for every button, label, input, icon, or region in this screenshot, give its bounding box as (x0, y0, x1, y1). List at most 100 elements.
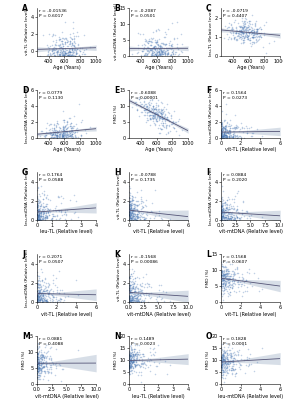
Point (128, 207, 133, 214)
Point (82, 32, 86, 38)
Point (130, 193, 135, 200)
Point (127, 203, 132, 210)
Point (38, 297, 42, 303)
Point (136, 289, 140, 296)
Point (50, 31, 55, 37)
Point (128, 192, 132, 199)
Point (127, 194, 131, 200)
Point (145, 116, 150, 123)
Point (82, 46, 87, 53)
Point (135, 292, 139, 298)
Point (35, 198, 40, 204)
Point (35, 201, 39, 208)
Point (229, 354, 233, 361)
Point (128, 278, 132, 284)
Point (55, 48, 59, 54)
Point (42, 364, 47, 370)
Point (223, 134, 228, 141)
Point (219, 130, 224, 136)
Point (144, 362, 149, 368)
Point (40, 206, 45, 212)
Point (61, 297, 66, 303)
Point (60, 49, 65, 55)
Point (155, 111, 160, 117)
Point (39, 277, 44, 284)
Point (226, 276, 231, 282)
Point (219, 132, 224, 138)
Point (44, 192, 49, 198)
Point (35, 344, 40, 350)
Y-axis label: FMD (%): FMD (%) (22, 351, 26, 369)
Point (130, 270, 135, 276)
Point (37, 358, 41, 364)
Point (59, 134, 64, 140)
Point (146, 292, 151, 298)
Point (75, 129, 80, 136)
Point (232, 278, 237, 285)
Point (151, 108, 155, 115)
Point (138, 351, 142, 358)
Point (245, 34, 249, 40)
Point (240, 292, 244, 299)
Point (139, 293, 143, 300)
Point (67, 48, 72, 54)
Point (223, 132, 227, 138)
Point (41, 355, 46, 362)
Text: r = -0.1568
P = 0.00086: r = -0.1568 P = 0.00086 (131, 255, 158, 264)
Point (168, 43, 173, 50)
Point (155, 40, 159, 47)
Point (221, 374, 226, 381)
Point (35, 204, 40, 210)
Point (261, 29, 266, 36)
Point (127, 286, 132, 293)
Point (222, 130, 227, 137)
Point (225, 207, 229, 214)
Point (66, 43, 70, 50)
Point (224, 280, 228, 286)
Point (241, 31, 246, 37)
Point (232, 271, 237, 278)
Point (224, 270, 228, 276)
Point (127, 298, 131, 305)
Point (129, 296, 133, 302)
Point (220, 214, 224, 220)
Point (146, 98, 151, 105)
Point (229, 352, 233, 358)
Point (35, 360, 40, 367)
Point (155, 110, 160, 117)
Point (127, 353, 132, 360)
Point (145, 109, 150, 115)
Point (35, 214, 40, 220)
Point (241, 29, 245, 35)
Point (40, 299, 44, 305)
Point (37, 356, 41, 362)
Point (161, 114, 166, 121)
Point (225, 128, 230, 135)
Point (35, 212, 40, 218)
Point (62, 130, 66, 136)
Point (251, 34, 255, 40)
Point (127, 358, 131, 364)
Point (63, 128, 68, 135)
Point (131, 299, 136, 305)
Point (237, 215, 242, 222)
Point (51, 290, 55, 296)
Point (222, 354, 227, 360)
Point (225, 351, 230, 358)
Point (53, 132, 58, 138)
Point (227, 282, 231, 288)
Point (70, 131, 74, 138)
Point (41, 288, 46, 295)
Point (129, 204, 133, 210)
Point (128, 355, 133, 361)
Point (44, 52, 49, 58)
Point (61, 133, 65, 140)
Point (172, 124, 177, 131)
Point (150, 346, 155, 352)
Point (251, 34, 256, 40)
Point (42, 354, 46, 361)
Point (226, 216, 231, 222)
Point (127, 364, 131, 371)
Point (134, 297, 138, 303)
Point (36, 203, 40, 209)
